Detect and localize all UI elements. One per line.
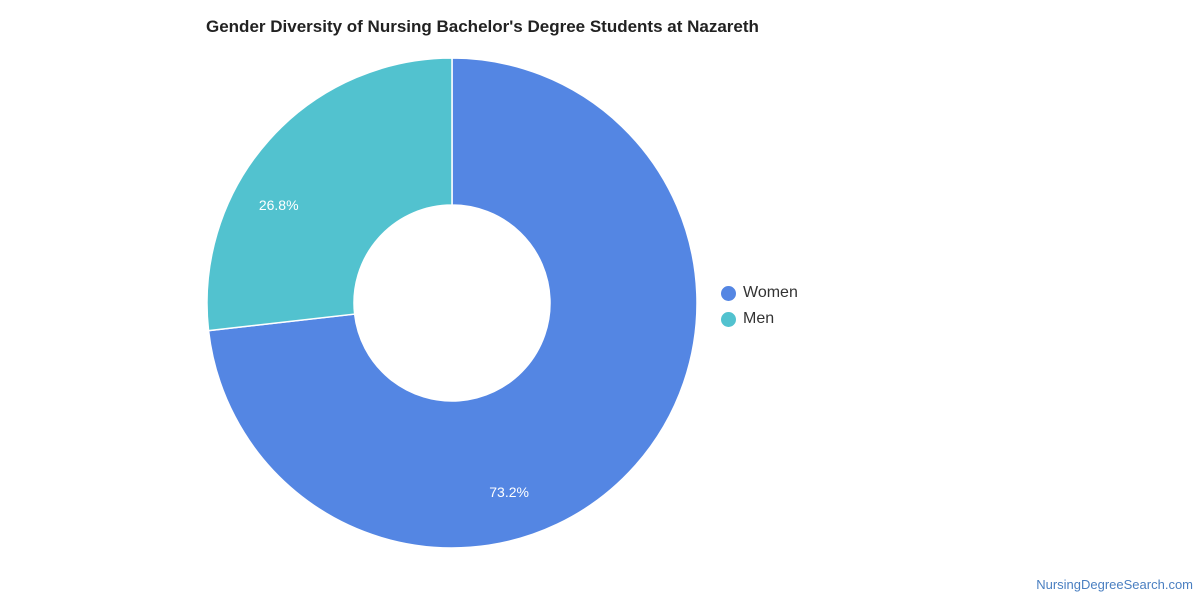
footer-credit-link[interactable]: NursingDegreeSearch.com (1036, 577, 1193, 592)
legend-label-women: Women (743, 284, 798, 301)
legend-item-men[interactable]: Men (721, 306, 798, 332)
donut-slice-men[interactable] (206, 57, 453, 332)
donut-slice-women[interactable] (207, 57, 698, 549)
legend-item-women[interactable]: Women (721, 280, 798, 306)
legend-swatch-women (721, 285, 736, 301)
legend-swatch-men (721, 311, 736, 327)
slice-label-men: 26.8% (259, 197, 299, 213)
legend-label-men: Men (743, 310, 775, 327)
legend: Women Men (721, 280, 798, 332)
slice-label-women: 73.2% (489, 484, 529, 500)
chart-title: Gender Diversity of Nursing Bachelor's D… (206, 17, 759, 36)
